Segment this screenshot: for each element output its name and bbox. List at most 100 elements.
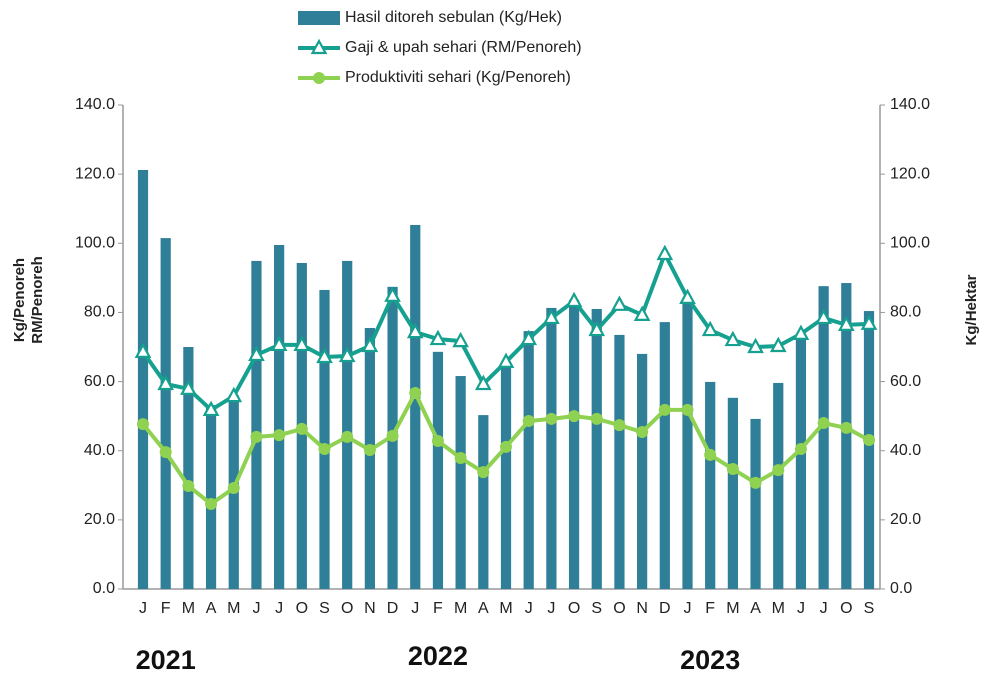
line-marker xyxy=(273,429,286,442)
line-marker xyxy=(545,412,558,425)
line-marker xyxy=(681,403,694,416)
legend-swatch xyxy=(298,11,340,25)
y-tick-label: 20.0 xyxy=(84,511,115,528)
bar xyxy=(523,331,534,589)
legend-marker xyxy=(313,72,325,84)
line-marker xyxy=(590,412,603,425)
bar xyxy=(750,418,761,589)
bar xyxy=(432,351,444,589)
y-tick-label: 0.0 xyxy=(93,580,115,597)
line-marker xyxy=(588,320,606,337)
line-marker xyxy=(701,320,719,337)
y-axis-label: RM/Penoreh xyxy=(29,256,46,344)
x-tick-label: A xyxy=(478,600,489,617)
x-tick-label: F xyxy=(705,600,715,617)
bar xyxy=(183,347,194,589)
line-marker xyxy=(361,336,379,353)
y-axis-label: Kg/Penoreh xyxy=(11,258,28,342)
bar xyxy=(478,415,489,589)
bar xyxy=(251,260,262,589)
line-marker xyxy=(225,386,243,403)
line-marker xyxy=(633,305,651,321)
bar xyxy=(546,307,557,589)
y-tick-label: 80.0 xyxy=(84,304,115,321)
line-marker xyxy=(636,426,649,439)
bar xyxy=(682,300,693,589)
x-tick-label: O xyxy=(296,600,308,617)
bar xyxy=(614,334,625,589)
line-marker xyxy=(656,244,674,261)
bar xyxy=(137,169,149,589)
line-marker xyxy=(568,410,581,423)
line-marker xyxy=(817,417,830,430)
line-marker xyxy=(769,336,787,353)
x-tick-label: D xyxy=(659,600,671,617)
y2-tick-label: 80.0 xyxy=(890,304,921,321)
line-marker xyxy=(497,352,515,368)
bar xyxy=(319,289,330,589)
line-marker xyxy=(316,347,333,364)
line-marker xyxy=(726,463,739,476)
line-marker xyxy=(840,421,853,434)
bar xyxy=(500,364,512,589)
y2-tick-label: 60.0 xyxy=(890,373,921,390)
x-tick-label: D xyxy=(387,600,399,617)
x-tick-label: N xyxy=(636,600,648,617)
legend-label: Produktiviti sehari (Kg/Penoreh) xyxy=(345,69,571,86)
line-marker xyxy=(613,419,626,432)
line-marker xyxy=(704,448,717,461)
line-marker xyxy=(137,418,149,431)
line-marker xyxy=(406,322,424,339)
bar xyxy=(637,353,648,589)
x-tick-label: M xyxy=(726,600,739,617)
x-tick-label: A xyxy=(206,600,217,617)
line-marker xyxy=(157,374,175,391)
line-marker xyxy=(363,444,376,457)
legend-label: Hasil ditoreh sebulan (Kg/Hek) xyxy=(345,9,562,26)
line-marker xyxy=(522,414,535,427)
line-marker xyxy=(611,295,628,311)
line-marker xyxy=(338,346,356,363)
bar xyxy=(342,260,353,589)
bar xyxy=(274,245,285,589)
line-marker xyxy=(565,291,583,308)
y2-tick-label: 0.0 xyxy=(890,580,912,597)
bar xyxy=(841,283,852,589)
bar xyxy=(364,327,375,589)
bar xyxy=(568,299,580,589)
line-marker xyxy=(679,288,696,305)
line-marker xyxy=(724,330,742,347)
x-tick-label: F xyxy=(433,600,443,617)
x-tick-label: O xyxy=(341,600,353,617)
line-marker xyxy=(293,335,311,352)
line-marker xyxy=(180,379,197,395)
line-marker xyxy=(749,476,762,489)
x-tick-label: J xyxy=(411,600,419,617)
x-tick-label: O xyxy=(613,600,625,617)
year-label: 2023 xyxy=(680,645,740,675)
line-marker xyxy=(431,435,444,448)
x-tick-label: M xyxy=(182,600,195,617)
y-tick-label: 60.0 xyxy=(84,373,115,390)
y2-tick-label: 120.0 xyxy=(890,165,930,182)
line-marker xyxy=(429,329,447,346)
x-tick-label: N xyxy=(364,600,376,617)
bar xyxy=(160,238,171,589)
line-marker xyxy=(477,466,490,479)
y2-tick-label: 20.0 xyxy=(890,511,921,528)
x-tick-label: M xyxy=(499,600,512,617)
line-marker xyxy=(658,403,671,416)
bar xyxy=(773,382,784,589)
x-tick-label: J xyxy=(797,600,805,617)
line-marker xyxy=(792,324,810,340)
bar xyxy=(818,286,829,589)
bar xyxy=(591,308,602,589)
bar xyxy=(705,381,716,589)
x-tick-label: S xyxy=(591,600,602,617)
line-marker xyxy=(520,329,538,346)
line-marker xyxy=(295,422,308,435)
x-tick-label: J xyxy=(139,600,147,617)
line-marker xyxy=(772,464,785,477)
y-tick-label: 140.0 xyxy=(75,96,115,113)
x-tick-label: O xyxy=(568,600,580,617)
